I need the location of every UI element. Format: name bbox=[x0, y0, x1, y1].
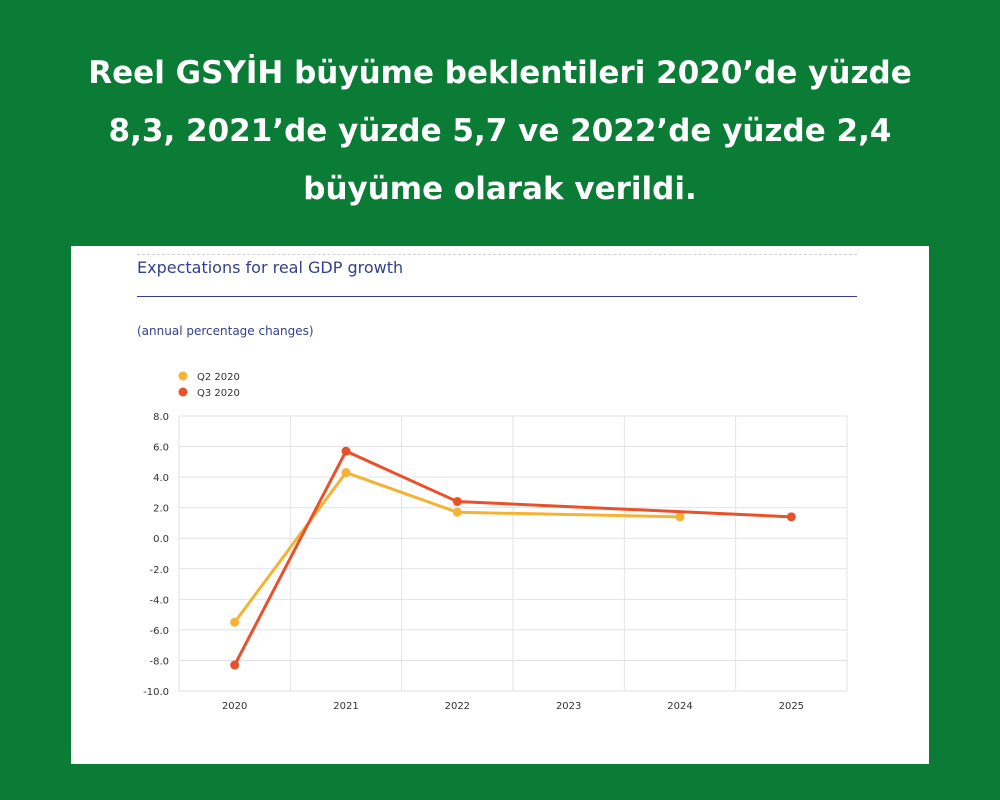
y-tick-label: -6.0 bbox=[149, 626, 169, 637]
x-tick-label: 2023 bbox=[556, 701, 581, 712]
line-chart: 8.0 6.0 4.0 2.0 0.0 -2.0 -4.0 -6.0 -8.0 -10.0 2020… bbox=[143, 371, 848, 712]
series-line-q2-2020 bbox=[233, 471, 681, 624]
legend-marker bbox=[178, 387, 188, 397]
y-tick-label: 2.0 bbox=[153, 504, 169, 515]
title-underline bbox=[137, 296, 857, 297]
y-tick-label: -8.0 bbox=[149, 656, 169, 667]
chart-title: Expectations for real GDP growth bbox=[137, 258, 404, 277]
headline-line-1: Reel GSYİH büyüme beklentileri 2020’de y… bbox=[88, 55, 912, 91]
x-tick-label: 2024 bbox=[667, 701, 692, 712]
y-tick-label: -4.0 bbox=[149, 595, 169, 606]
headline: Reel GSYİH büyüme beklentileri 2020’de y… bbox=[20, 44, 980, 218]
legend-label: Q2 2020 bbox=[197, 372, 240, 383]
headline-line-2: 8,3, 2021’de yüzde 5,7 ve 2022’de yüzde … bbox=[108, 113, 892, 149]
chart-subtitle: (annual percentage changes) bbox=[137, 324, 314, 338]
y-tick-label: 6.0 bbox=[153, 443, 169, 454]
data-point bbox=[230, 617, 240, 627]
data-point bbox=[786, 512, 796, 522]
data-point bbox=[341, 468, 351, 478]
x-tick-label: 2021 bbox=[333, 701, 358, 712]
y-tick-label: 0.0 bbox=[153, 534, 169, 545]
x-tick-label: 2020 bbox=[222, 701, 247, 712]
y-tick-label: 4.0 bbox=[153, 473, 169, 484]
legend-marker bbox=[178, 371, 188, 381]
y-tick-label: -2.0 bbox=[149, 565, 169, 576]
panel-top-divider bbox=[137, 254, 857, 255]
y-tick-label: 8.0 bbox=[153, 412, 169, 423]
headline-line-3: büyüme olarak verildi. bbox=[303, 171, 697, 207]
series-line-q3-2020 bbox=[233, 449, 792, 666]
data-point bbox=[230, 660, 240, 670]
data-point bbox=[452, 507, 462, 517]
chart-panel: Expectations for real GDP growth (annual… bbox=[71, 246, 929, 764]
data-point bbox=[452, 497, 462, 507]
y-tick-label: -10.0 bbox=[143, 687, 169, 698]
data-point bbox=[675, 512, 685, 522]
legend-label: Q3 2020 bbox=[197, 388, 240, 399]
data-point bbox=[341, 446, 351, 456]
x-tick-label: 2025 bbox=[779, 701, 804, 712]
x-tick-label: 2022 bbox=[445, 701, 470, 712]
